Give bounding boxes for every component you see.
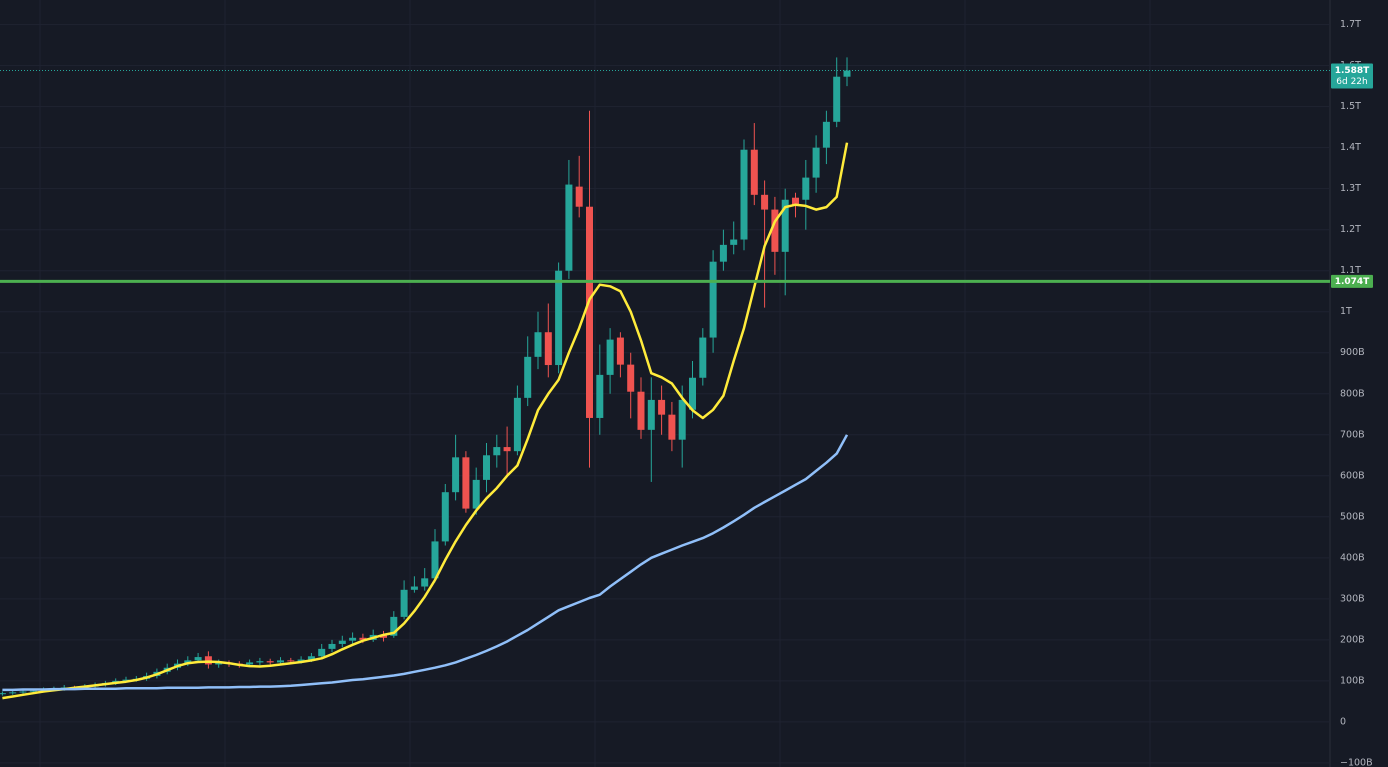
y-tick-label: 1T — [1340, 306, 1352, 317]
candle-body — [318, 648, 326, 657]
moving-average-line — [2, 434, 849, 692]
candle-body — [658, 399, 666, 415]
y-tick-label: 300B — [1340, 593, 1365, 604]
last-price-bg — [1331, 63, 1373, 89]
candle-body — [472, 479, 480, 509]
candle-body — [565, 184, 573, 271]
candle-body — [359, 637, 367, 640]
last-price-label: 1.588T — [1335, 66, 1370, 76]
candle-body — [647, 399, 655, 430]
candle-body — [843, 70, 851, 77]
candle-body — [761, 194, 769, 210]
candle-body — [719, 244, 727, 262]
candle-body — [256, 661, 264, 663]
candle-body — [421, 578, 429, 587]
candle-body — [616, 337, 624, 365]
candle-body — [462, 457, 470, 509]
candle-body — [730, 239, 738, 245]
candle-body — [750, 149, 758, 195]
y-tick-label: 600B — [1340, 470, 1365, 481]
candle-body — [349, 637, 357, 641]
candle-body — [266, 661, 274, 663]
candle-body — [812, 147, 820, 178]
candle-body — [503, 447, 511, 452]
candle-body — [596, 374, 604, 418]
candle-body — [822, 121, 830, 148]
y-tick-label: 700B — [1340, 429, 1365, 440]
candle-body — [390, 616, 398, 636]
y-tick-label: 200B — [1340, 634, 1365, 645]
y-tick-label: 500B — [1340, 511, 1365, 522]
candle-body — [792, 197, 799, 205]
candle-body — [29, 690, 37, 692]
candle-body — [194, 657, 202, 661]
candle-body — [338, 640, 346, 644]
candle-body — [627, 364, 635, 392]
candle-body — [215, 662, 223, 665]
y-tick-label: 400B — [1340, 552, 1365, 563]
candle-body — [678, 399, 686, 440]
y-tick-label: 100B — [1340, 675, 1365, 686]
candle-body — [19, 691, 27, 693]
candle-body — [441, 492, 449, 542]
y-tick-label: 900B — [1340, 347, 1365, 358]
vertical-grid — [39, 0, 1151, 767]
moving-average-line — [2, 142, 849, 700]
candle-body — [575, 186, 583, 207]
y-tick-label: 1.7T — [1340, 19, 1361, 30]
y-tick-label: 1.4T — [1340, 142, 1361, 153]
candle-body — [400, 589, 408, 617]
candle-body — [483, 455, 490, 480]
candle-body — [606, 339, 614, 375]
candle-body — [410, 586, 418, 590]
candle-body — [287, 660, 295, 662]
countdown-label: 6d 22h — [1336, 77, 1367, 87]
candle-body — [277, 660, 284, 663]
y-tick-label: 1.3T — [1340, 183, 1361, 194]
candle-body — [668, 414, 676, 440]
candle-body — [709, 261, 717, 338]
candle-body — [297, 659, 305, 662]
y-tick-label: −100B — [1340, 757, 1373, 767]
y-tick-label: 1.1T — [1340, 265, 1361, 276]
candle-body — [246, 662, 254, 665]
candle-body — [328, 643, 336, 649]
candle-body — [637, 391, 645, 430]
candle-body — [9, 692, 17, 694]
candle-body — [544, 332, 552, 366]
candle-body — [781, 199, 789, 252]
candle-body — [833, 76, 841, 122]
candle-body — [380, 634, 387, 638]
candle-body — [555, 270, 563, 366]
candle-body — [689, 377, 696, 410]
candle-body — [452, 457, 460, 493]
candle-body — [307, 656, 315, 660]
candle-body — [586, 206, 593, 418]
candle-body — [699, 337, 707, 378]
y-tick-label: 800B — [1340, 388, 1365, 399]
candle-body — [524, 356, 532, 398]
candle-body — [122, 679, 130, 681]
candle-body — [740, 149, 748, 240]
y-tick-label: 1.5T — [1340, 101, 1361, 112]
candle-body — [513, 397, 521, 452]
y-tick-label: 0 — [1340, 716, 1346, 727]
candle-body — [493, 447, 501, 456]
candle-body — [771, 209, 779, 252]
candle-body — [0, 693, 6, 695]
y-tick-label: 1.2T — [1340, 224, 1361, 235]
candle-body — [534, 332, 542, 357]
candle-body — [431, 541, 439, 579]
candle-body — [802, 177, 810, 200]
level-label-bg — [1331, 274, 1373, 288]
level-label: 1.074T — [1335, 277, 1370, 287]
